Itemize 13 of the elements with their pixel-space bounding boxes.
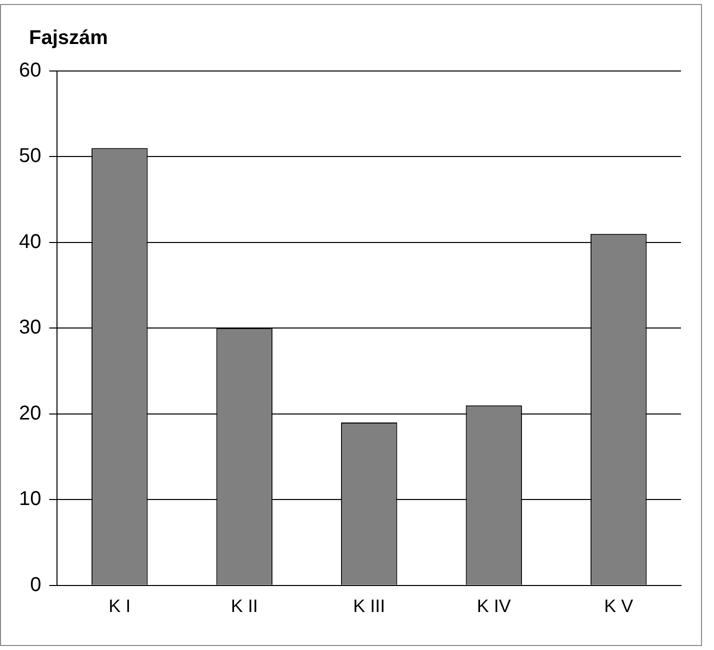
y-tick-label: 50 (18, 145, 42, 168)
y-tick-label: 10 (18, 488, 42, 510)
x-tick-label: K II (230, 596, 258, 616)
y-tick-label: 60 (18, 60, 42, 82)
y-tick-label: 40 (18, 230, 42, 253)
y-tick-label: 0 (30, 574, 42, 596)
x-tick-label: K III (353, 596, 386, 616)
x-tick-label: K V (604, 596, 634, 616)
chart-title: Fajszám (29, 27, 108, 50)
y-tick-label: 30 (18, 316, 42, 339)
x-tick-label: K IV (476, 596, 511, 616)
y-tick-label: 20 (18, 402, 42, 424)
x-tick-label: K I (108, 596, 131, 616)
